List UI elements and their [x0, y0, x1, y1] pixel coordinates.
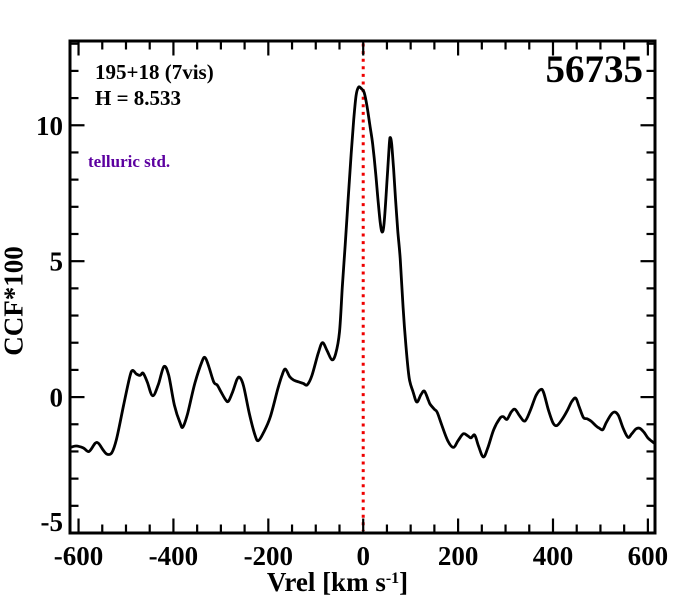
- classification-label: telluric std.: [88, 152, 171, 171]
- y-axis-title: CCF*100: [0, 246, 29, 356]
- x-tick-label: 600: [628, 541, 669, 571]
- epoch-label: 56735: [545, 48, 644, 91]
- ccf-curve: [70, 85, 655, 459]
- h-magnitude-label: H = 8.533: [95, 86, 182, 110]
- y-tick-label: -5: [41, 507, 64, 537]
- x-tick-label: -600: [54, 541, 104, 571]
- x-axis-title-close-bracket: ]: [399, 567, 409, 597]
- x-tick-label: 200: [438, 541, 479, 571]
- x-tick-label: 400: [533, 541, 574, 571]
- x-axis-title-superscript: -1: [385, 570, 400, 587]
- plot-border: [68, 39, 657, 535]
- x-axis-title-text: Vrel [km s: [266, 567, 386, 597]
- x-tick-label: 0: [356, 541, 370, 571]
- y-tick-label: 5: [50, 247, 64, 277]
- x-tick-label: -400: [149, 541, 199, 571]
- x-axis-title: Vrel [km s-1]: [0, 567, 675, 598]
- y-tick-label: 10: [36, 111, 63, 141]
- y-tick-label: 0: [50, 383, 64, 413]
- source-id-label: 195+18 (7vis): [95, 60, 214, 84]
- x-tick-label: -200: [244, 541, 294, 571]
